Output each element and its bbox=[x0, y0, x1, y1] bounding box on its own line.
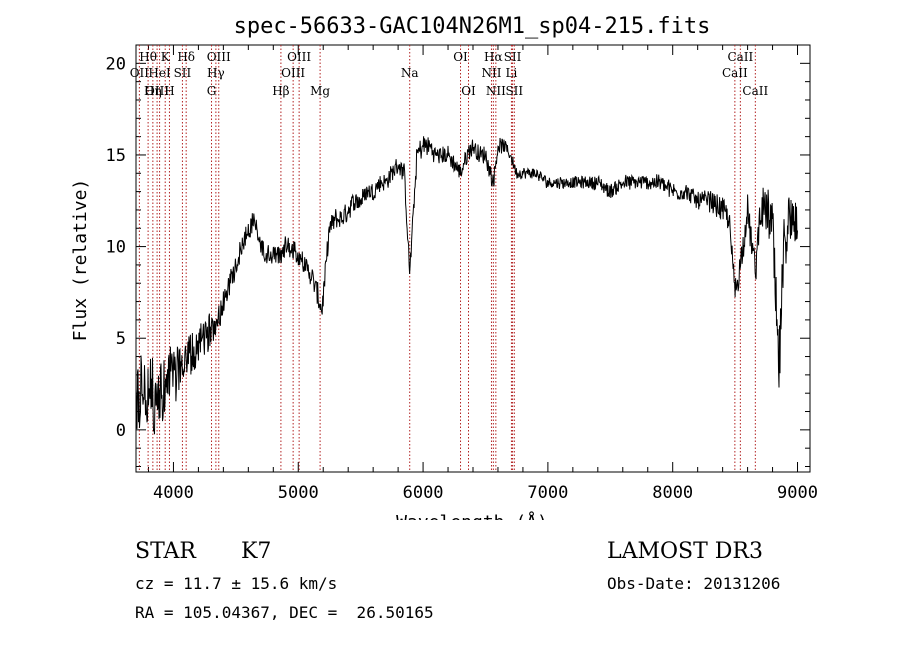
spectral-line-label: OIII bbox=[281, 66, 305, 80]
spectral-line-label: Mg bbox=[310, 84, 330, 98]
y-tick-label: 0 bbox=[116, 421, 126, 441]
spectral-line-label: OI bbox=[453, 50, 468, 64]
spectral-line-label: Hη bbox=[144, 84, 162, 98]
spectral-line-label: H bbox=[164, 84, 174, 98]
x-axis-label: Wavelength (Å) bbox=[396, 511, 548, 520]
spectral-line-label: Li bbox=[506, 66, 518, 80]
x-tick-label: 8000 bbox=[652, 483, 693, 503]
obs-date: Obs-Date: 20131206 bbox=[607, 574, 781, 593]
spectrum-chart: 4000 5000 6000 7000 8000 9000 0 5 10 15 20 Hθ OII OI… bbox=[70, 14, 818, 520]
survey-name: LAMOST DR3 bbox=[607, 539, 763, 564]
spectral-line-label: OIII bbox=[207, 50, 231, 64]
plot-frame bbox=[135, 44, 811, 473]
x-tick-label: 7000 bbox=[527, 483, 568, 503]
x-tick-label: 4000 bbox=[153, 483, 194, 503]
spectral-line-label: Na bbox=[401, 66, 419, 80]
spectral-line-label: SII bbox=[174, 66, 192, 80]
spectral-line-label: Hβ bbox=[272, 84, 289, 98]
coordinates: RA = 105.04367, DEC = 26.50165 bbox=[135, 603, 434, 622]
x-tick-label: 5000 bbox=[278, 483, 319, 503]
redshift-readout: cz = 11.7 ± 15.6 km/s bbox=[135, 574, 338, 593]
y-tick-label: 10 bbox=[106, 238, 126, 258]
spectral-line-label: Hα bbox=[484, 50, 503, 64]
spectral-line-label: CaII bbox=[727, 50, 753, 64]
spectral-line-label: Hγ bbox=[207, 66, 225, 80]
spectral-line-label: CaII bbox=[722, 66, 748, 80]
x-tick-label: 6000 bbox=[403, 483, 444, 503]
object-class: STAR bbox=[135, 539, 196, 564]
y-tick-label: 15 bbox=[106, 146, 126, 166]
x-tick-label: 9000 bbox=[777, 483, 818, 503]
spectral-subclass: K7 bbox=[241, 539, 272, 564]
spectral-line-label: K bbox=[161, 50, 171, 64]
spectral-line-label: Hδ bbox=[177, 50, 195, 64]
y-tick-label: 5 bbox=[116, 329, 126, 349]
spectral-line-label: OIII bbox=[287, 50, 311, 64]
spectral-line-label: Hθ bbox=[139, 50, 157, 64]
y-tick-label: 20 bbox=[106, 54, 126, 74]
chart-title: spec-56633-GAC104N26M1_sp04-215.fits bbox=[234, 14, 711, 39]
spectrum-flux-line bbox=[135, 136, 798, 435]
spectral-line-label: SII bbox=[504, 50, 522, 64]
spectral-line-label: OI bbox=[461, 84, 476, 98]
spectral-line-label: NII bbox=[486, 84, 506, 98]
spectral-line-label: G bbox=[207, 84, 217, 98]
spectral-line-label: NII bbox=[481, 66, 501, 80]
spectral-line-label: OIII bbox=[145, 84, 169, 98]
spectral-line-label: SII bbox=[505, 84, 523, 98]
y-axis-label: Flux (relative) bbox=[70, 179, 91, 342]
spectral-line-label: OII bbox=[130, 66, 150, 80]
spectral-line-label: CaII bbox=[742, 84, 768, 98]
spectral-line-label: HeI bbox=[148, 66, 171, 80]
